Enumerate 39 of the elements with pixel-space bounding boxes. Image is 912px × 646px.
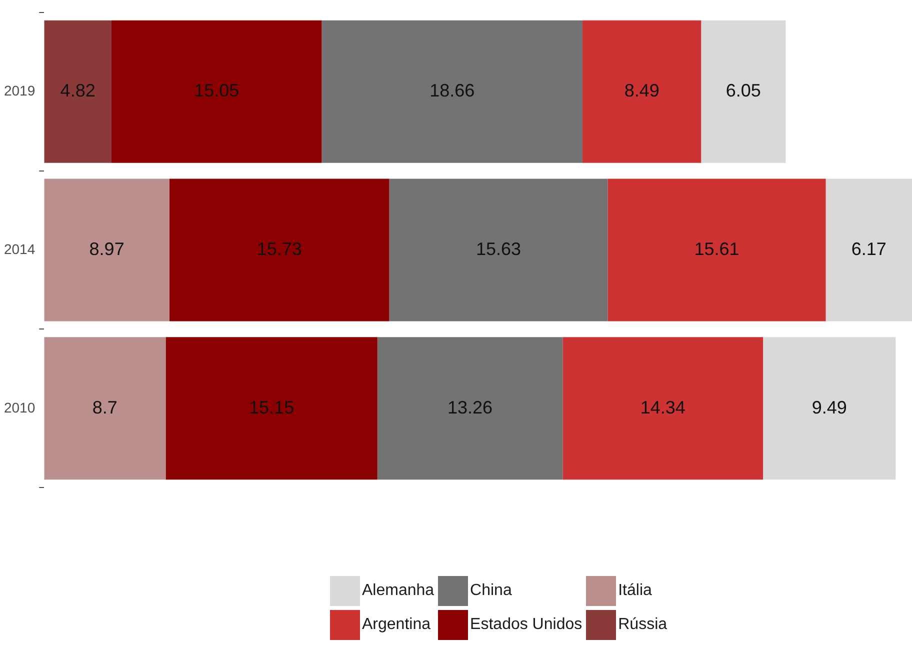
data-label: 13.26	[448, 397, 493, 418]
bar	[44, 20, 112, 163]
bar	[826, 178, 912, 322]
bar	[111, 20, 322, 163]
bar	[377, 337, 563, 480]
legend-label: Argentina	[362, 616, 430, 634]
y-tick-label: 2010	[4, 399, 36, 416]
data-label: 15.63	[476, 238, 521, 259]
legend-label: Rússia	[618, 616, 668, 634]
data-label: 9.49	[812, 397, 847, 418]
legend-label: China	[470, 582, 512, 600]
y-tick-label: 2019	[4, 82, 36, 98]
bar	[322, 20, 583, 163]
data-label: 6.05	[726, 80, 761, 101]
legend-label: Itália	[618, 582, 652, 600]
data-label: 8.97	[89, 238, 124, 259]
bar	[44, 178, 170, 322]
legend-label: Alemanha	[362, 582, 434, 600]
y-tick-label: 2014	[4, 240, 36, 257]
data-label: 6.17	[851, 238, 886, 259]
data-label: 15.15	[249, 397, 294, 418]
data-label: 4.82	[60, 80, 96, 101]
legend-label: Estados Unidos	[470, 616, 582, 634]
bar	[389, 178, 608, 322]
bar	[562, 337, 764, 480]
bar	[701, 20, 786, 163]
bar	[44, 337, 166, 480]
data-label: 15.61	[694, 238, 740, 259]
data-label: 15.05	[194, 80, 240, 101]
bar	[763, 337, 896, 480]
data-label: 8.49	[624, 80, 660, 101]
data-label: 14.34	[640, 397, 686, 418]
data-label: 8.7	[92, 397, 118, 418]
bar	[169, 178, 390, 322]
data-label: 18.66	[430, 80, 475, 101]
bar	[582, 20, 702, 163]
data-label: 15.73	[256, 238, 302, 259]
bar	[608, 178, 826, 322]
bar	[166, 337, 378, 480]
